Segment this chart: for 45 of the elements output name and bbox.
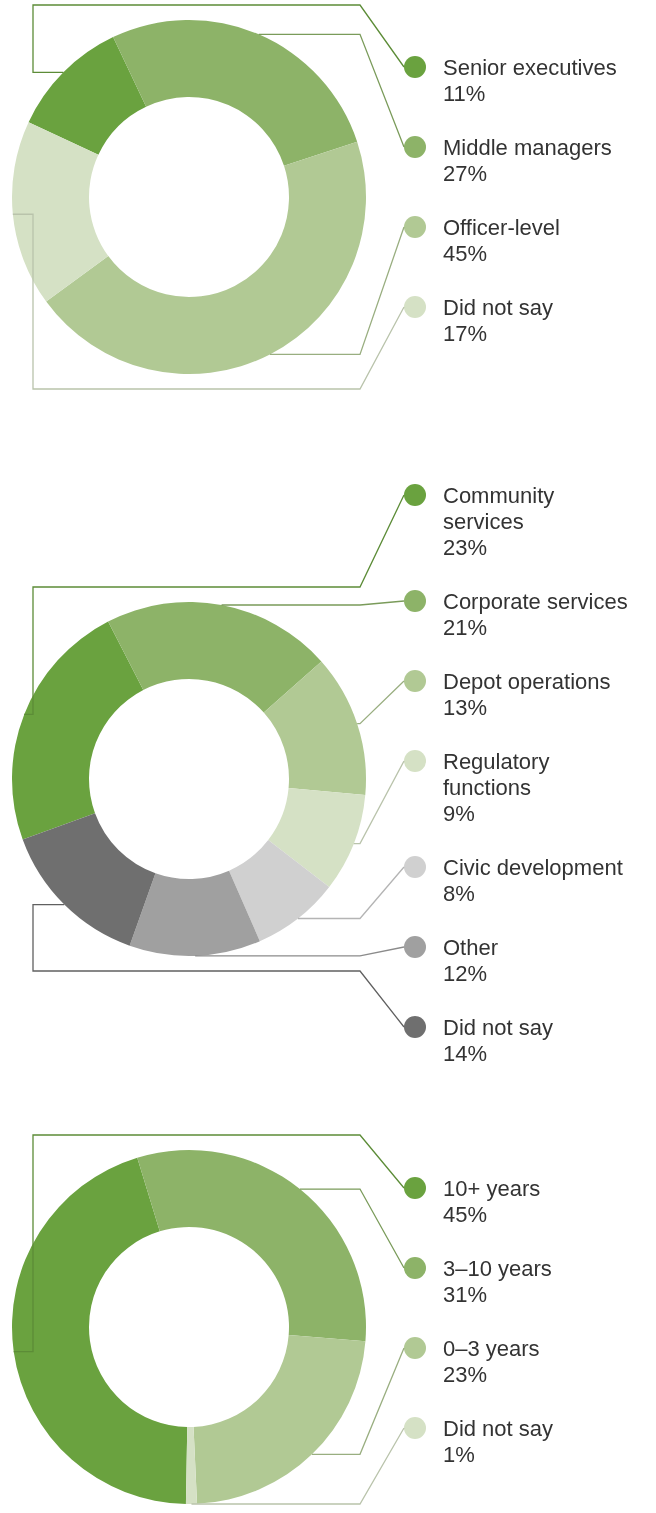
data-label: 9% [443, 801, 475, 826]
donut-slice [108, 602, 322, 713]
data-label: 1% [443, 1442, 475, 1467]
donut-slice [229, 840, 330, 942]
donut-slice [129, 870, 260, 956]
data-label: 23% [443, 535, 488, 560]
legend-label: Other [443, 935, 499, 960]
data-label: 27% [443, 161, 488, 186]
donut-slice [12, 122, 109, 302]
donut-slice [137, 1150, 366, 1342]
legend-label: 3–10 years [443, 1256, 552, 1281]
data-label: 45% [443, 241, 488, 266]
donut-slice [12, 621, 144, 840]
legend-label: Did not say [443, 1416, 554, 1441]
legend-label: Community services [443, 483, 555, 534]
donut-slice [268, 788, 366, 887]
data-label: 31% [443, 1282, 488, 1307]
data-label: 8% [443, 881, 475, 906]
legend-label: Senior executives [443, 55, 617, 80]
donut-slice [12, 1157, 188, 1504]
donut-slice [22, 813, 156, 946]
donut-slice [46, 141, 366, 374]
legend-label: Corporate services [443, 589, 628, 614]
legend-label: Did not say [443, 295, 554, 320]
legend-label: Civic development [443, 855, 623, 880]
legend-label: Depot operations [443, 669, 611, 694]
legend-label: Did not say [443, 1015, 554, 1040]
legend-label: Regulatory functions [443, 749, 550, 800]
data-label: 13% [443, 695, 488, 720]
legend-label: 10+ years [443, 1176, 541, 1201]
data-label: 17% [443, 321, 488, 346]
legend-label: 0–3 years [443, 1336, 540, 1361]
donut-slice [28, 37, 147, 155]
data-label: 45% [443, 1202, 488, 1227]
legend-label: Officer-level [443, 215, 560, 240]
data-label: 11% [443, 81, 486, 106]
data-label: 14% [443, 1041, 488, 1066]
data-label: 21% [443, 615, 488, 640]
donut-slice [113, 20, 358, 166]
data-label: 12% [443, 961, 488, 986]
legend-label: Middle managers [443, 135, 612, 160]
data-label: 23% [443, 1362, 488, 1387]
donut-slice [185, 1426, 198, 1504]
donut-slice [193, 1335, 366, 1504]
donut-slice [263, 661, 366, 796]
